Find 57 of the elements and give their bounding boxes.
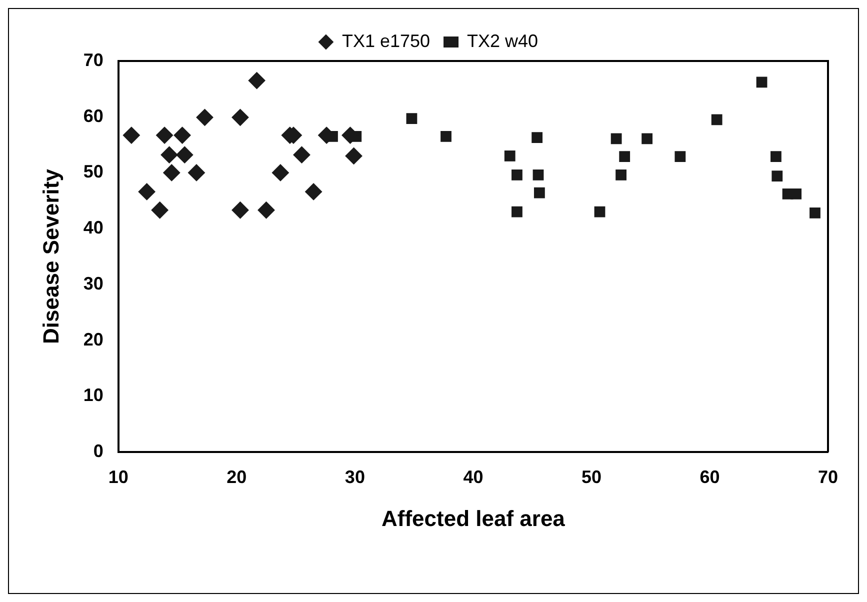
- point: [810, 207, 820, 218]
- point: [532, 170, 544, 180]
- point: [772, 170, 783, 182]
- point: [512, 170, 522, 180]
- point: [406, 113, 418, 124]
- point: [196, 108, 214, 126]
- point: [345, 147, 362, 164]
- x-tick-label: 20: [226, 466, 247, 487]
- point: [232, 202, 249, 219]
- y-tick-label: 60: [83, 106, 104, 126]
- x-tick-label: 40: [463, 466, 484, 487]
- point: [616, 170, 626, 180]
- point: [532, 132, 543, 143]
- point: [642, 133, 653, 144]
- y-tick-label: 30: [83, 273, 104, 294]
- point: [504, 150, 516, 162]
- x-tick-label: 10: [108, 466, 128, 487]
- point: [160, 146, 178, 164]
- legend-label: TX2 w40: [467, 30, 538, 51]
- point: [151, 202, 168, 219]
- y-tick-label: 10: [83, 385, 104, 406]
- point: [248, 72, 266, 90]
- point: [188, 164, 205, 182]
- point: [512, 206, 522, 218]
- point: [305, 183, 322, 200]
- y-tick-label: 50: [83, 162, 104, 182]
- y-tick-label: 0: [93, 440, 104, 461]
- point: [138, 183, 156, 200]
- point: [174, 126, 191, 144]
- y-tick-label: 70: [83, 50, 104, 70]
- point: [163, 164, 180, 182]
- y-tick-label: 20: [83, 329, 104, 350]
- point: [619, 151, 630, 162]
- point: [674, 151, 686, 162]
- point: [258, 202, 275, 219]
- x-tick-label: 30: [344, 466, 365, 487]
- point: [711, 114, 722, 126]
- x-tick-label: 50: [581, 466, 602, 487]
- x-tick-label: 60: [700, 466, 720, 487]
- y-tick-label: 40: [83, 218, 104, 238]
- x-axis-title: Affected leaf area: [382, 506, 566, 531]
- y-axis-title: Disease Severity: [38, 168, 64, 344]
- point: [610, 133, 622, 144]
- point: [232, 108, 249, 126]
- point: [176, 146, 194, 164]
- x-tick-label: 70: [818, 466, 838, 487]
- point: [156, 126, 174, 144]
- point: [756, 76, 768, 88]
- point: [594, 206, 606, 218]
- point: [534, 187, 545, 198]
- point: [790, 188, 802, 200]
- point: [122, 126, 140, 144]
- point: [272, 164, 289, 182]
- legend-label: TX1 e1750: [342, 30, 430, 51]
- point: [440, 130, 452, 142]
- point: [770, 151, 782, 162]
- point: [293, 146, 310, 164]
